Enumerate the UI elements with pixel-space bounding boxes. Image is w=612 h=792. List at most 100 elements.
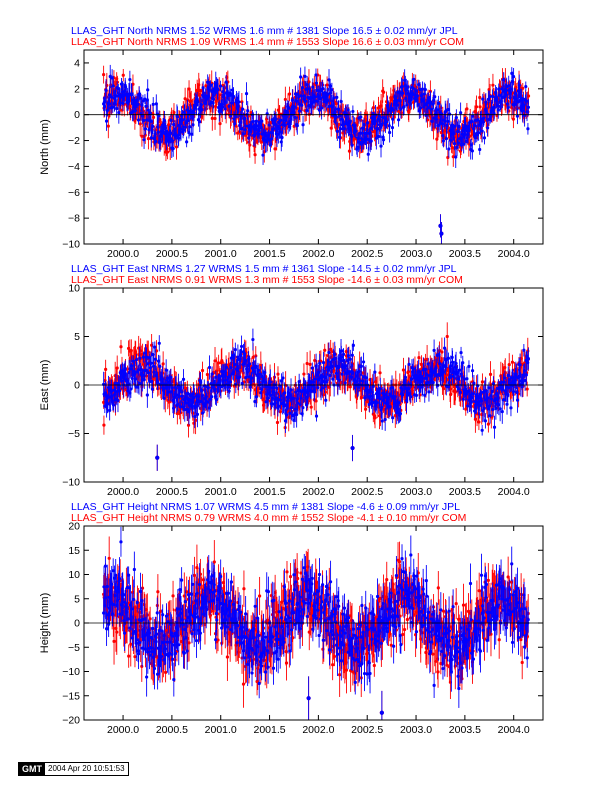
data-point: [476, 118, 480, 122]
data-point: [213, 116, 217, 121]
data-point: [109, 95, 113, 99]
data-point: [452, 141, 457, 146]
data-point: [511, 75, 516, 79]
data-point: [216, 88, 220, 92]
data-point: [195, 412, 200, 416]
y-tick-label: −6: [68, 187, 80, 199]
data-point: [278, 130, 282, 134]
data-point: [106, 124, 110, 128]
x-tick-label: 2002.5: [351, 248, 383, 260]
data-point: [513, 102, 517, 107]
data-point: [369, 139, 373, 143]
data-point: [463, 124, 468, 129]
data-point: [171, 146, 175, 151]
data-point: [525, 110, 529, 114]
data-point: [240, 107, 245, 111]
data-point: [425, 118, 430, 122]
data-point: [441, 139, 446, 143]
data-point: [395, 103, 399, 107]
data-point: [233, 115, 237, 119]
data-point: [211, 97, 216, 101]
data-point: [453, 124, 457, 128]
data-point: [248, 143, 252, 147]
data-point: [478, 105, 482, 109]
data-point: [332, 96, 336, 100]
data-point: [174, 134, 178, 138]
data-point: [275, 135, 279, 139]
data-point: [194, 404, 198, 408]
data-point: [145, 393, 149, 397]
data-point: [323, 91, 327, 95]
data-point: [278, 410, 282, 414]
data-point: [151, 115, 156, 119]
data-point: [418, 87, 422, 92]
data-point: [376, 117, 380, 121]
data-point: [141, 99, 145, 103]
data-point: [210, 372, 214, 376]
data-point: [497, 93, 501, 97]
data-point: [253, 153, 257, 157]
data-point: [526, 127, 530, 131]
data-point: [169, 131, 173, 135]
data-point: [390, 125, 395, 130]
data-point: [223, 107, 227, 111]
data-point: [229, 356, 234, 360]
data-point: [233, 348, 237, 352]
data-point: [359, 115, 363, 119]
data-point: [379, 125, 383, 129]
data-point: [524, 84, 528, 89]
data-point: [446, 107, 450, 112]
data-point: [405, 103, 409, 107]
data-point: [262, 150, 266, 154]
data-point: [360, 137, 364, 141]
x-tick-label: 2000.0: [107, 248, 139, 260]
data-point: [293, 115, 297, 119]
data-point: [470, 149, 474, 153]
data-point: [207, 365, 212, 370]
data-point: [180, 394, 184, 398]
data-point: [325, 83, 329, 87]
data-point: [464, 139, 468, 143]
data-point: [268, 143, 272, 147]
data-point: [299, 75, 303, 79]
data-point: [119, 345, 123, 349]
data-point: [191, 123, 195, 127]
data-point: [500, 95, 504, 100]
y-tick-label: −10: [62, 239, 80, 251]
data-point: [358, 140, 362, 144]
data-point: [111, 84, 115, 88]
data-point: [117, 110, 121, 115]
panel-header-line: LLAS_GHT East NRMS 1.27 WRMS 1.5 mm # 13…: [71, 263, 457, 275]
data-point: [249, 111, 253, 115]
data-point: [399, 107, 403, 111]
data-point: [313, 95, 317, 99]
data-point: [329, 91, 333, 95]
data-point: [348, 385, 352, 389]
data-point: [297, 95, 301, 99]
data-point: [273, 147, 277, 151]
data-point: [217, 361, 221, 365]
data-point: [180, 118, 185, 122]
data-point: [506, 105, 510, 110]
data-point: [243, 116, 247, 120]
data-point: [218, 122, 222, 126]
data-point: [165, 150, 170, 154]
data-point: [507, 362, 511, 367]
data-point: [444, 109, 448, 113]
data-point: [294, 99, 299, 103]
data-point: [283, 97, 287, 102]
data-point: [151, 124, 155, 129]
data-point: [133, 377, 138, 381]
data-point: [164, 368, 168, 372]
data-point: [184, 121, 188, 125]
panel-header-line: LLAS_GHT North NRMS 1.09 WRMS 1.4 mm # 1…: [71, 36, 464, 48]
data-point: [283, 123, 287, 127]
x-tick-label: 2001.0: [205, 248, 237, 260]
data-point: [188, 125, 192, 129]
data-point: [228, 380, 233, 384]
y-tick-label: 4: [74, 57, 80, 69]
data-point: [459, 111, 463, 115]
data-point: [138, 367, 143, 371]
data-point: [429, 107, 433, 111]
series-jpl: [102, 328, 530, 471]
